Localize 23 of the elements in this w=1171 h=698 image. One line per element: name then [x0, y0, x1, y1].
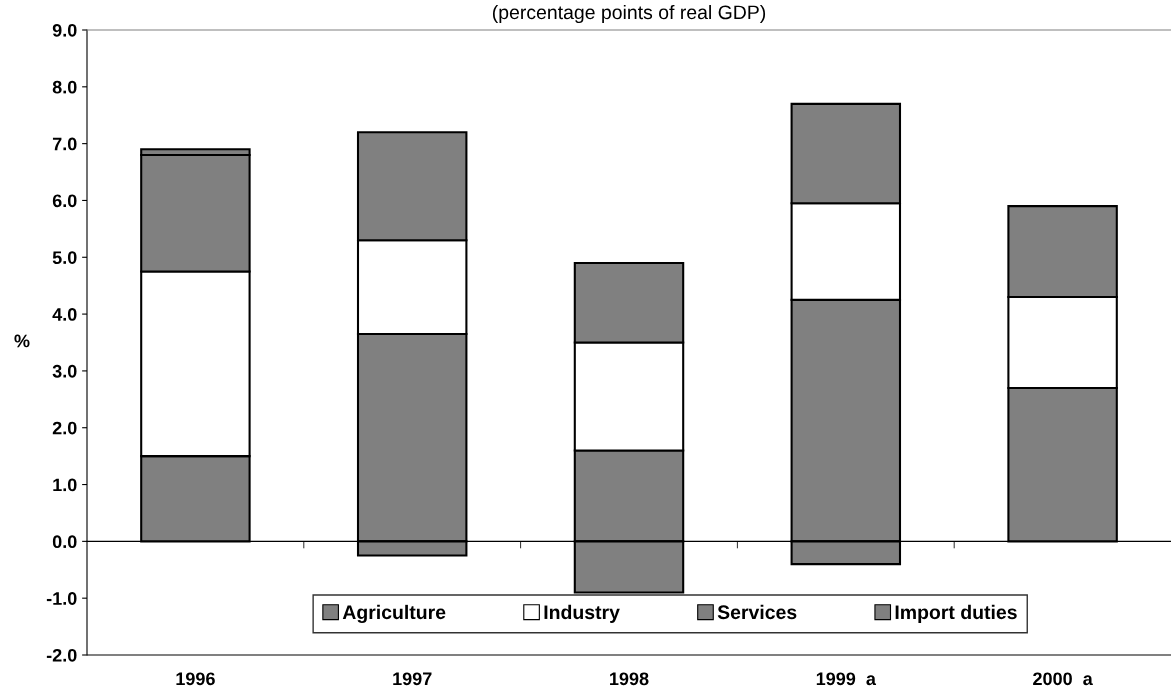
legend-label: Import duties — [895, 604, 1017, 623]
chart-subtitle: (percentage points of real GDP) — [492, 4, 766, 24]
y-tick-label: 6.0 — [52, 194, 77, 208]
y-tick-label: 4.0 — [52, 308, 77, 321]
x-tick-label: 1996 — [176, 672, 215, 686]
x-tick-label: 1999 a — [816, 672, 877, 686]
y-tick-label: 3.0 — [52, 364, 77, 378]
x-tick-label: 2000 a — [1033, 672, 1093, 686]
x-tick-label: 1997 — [393, 672, 432, 686]
y-tick-label: 8.0 — [52, 80, 77, 94]
y-tick-label: 9.0 — [52, 23, 77, 37]
x-tick-label: 1998 — [610, 672, 649, 686]
y-tick-label: 1.0 — [53, 478, 77, 492]
y-tick-label: 7.0 — [52, 137, 77, 151]
legend-label: Industry — [544, 604, 620, 623]
y-axis-title: % — [14, 334, 30, 348]
y-tick-label: 0.0 — [52, 535, 77, 549]
legend-label: Agriculture — [342, 604, 446, 624]
y-tick-label: -1.0 — [46, 592, 77, 605]
y-tick-label: 5.0 — [52, 251, 77, 264]
legend-label: Services — [717, 604, 797, 620]
y-tick-label: -2.0 — [46, 648, 77, 662]
y-tick-label: 2.0 — [52, 421, 77, 435]
